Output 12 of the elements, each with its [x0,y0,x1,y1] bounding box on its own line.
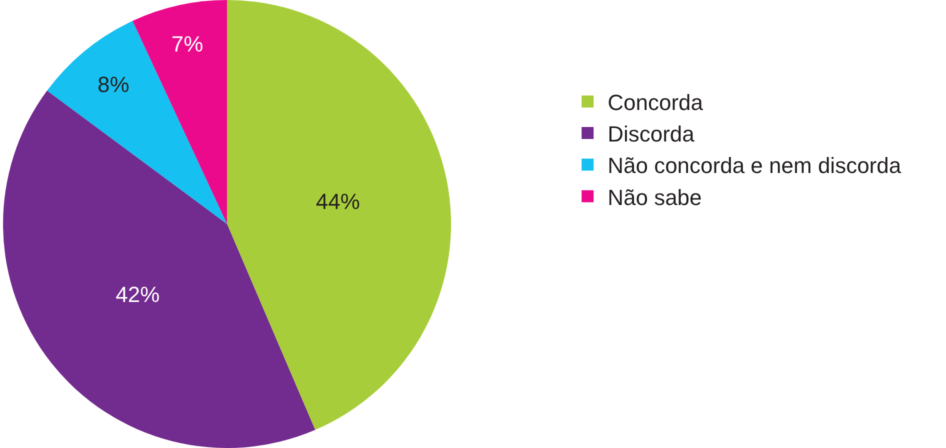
legend-label: Não concorda e nem discorda [608,153,902,178]
data-label: 44% [316,188,360,214]
data-label: 42% [116,282,160,308]
data-label: 7% [171,32,204,57]
pie-slice [3,90,316,448]
legend-label: Concorda [608,90,704,116]
pie-slice [47,20,228,224]
data-label: 8% [98,72,130,98]
pie-slice [132,0,228,224]
pie-slice [227,0,451,430]
legend-label: Discorda [608,122,696,147]
legend-label: Não sabe [608,184,702,210]
